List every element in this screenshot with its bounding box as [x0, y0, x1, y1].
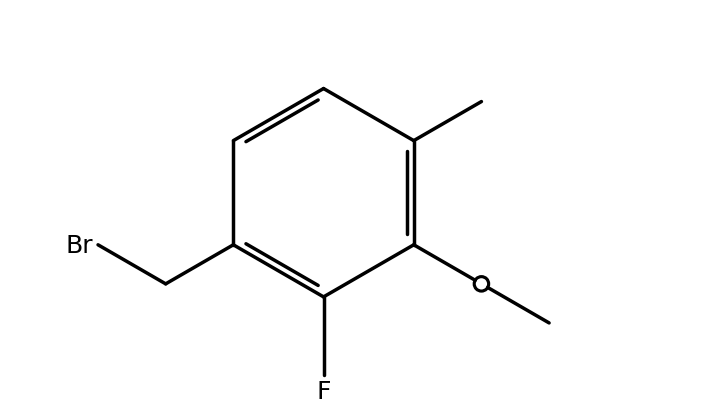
Text: F: F: [317, 379, 331, 403]
Text: Br: Br: [65, 233, 93, 257]
